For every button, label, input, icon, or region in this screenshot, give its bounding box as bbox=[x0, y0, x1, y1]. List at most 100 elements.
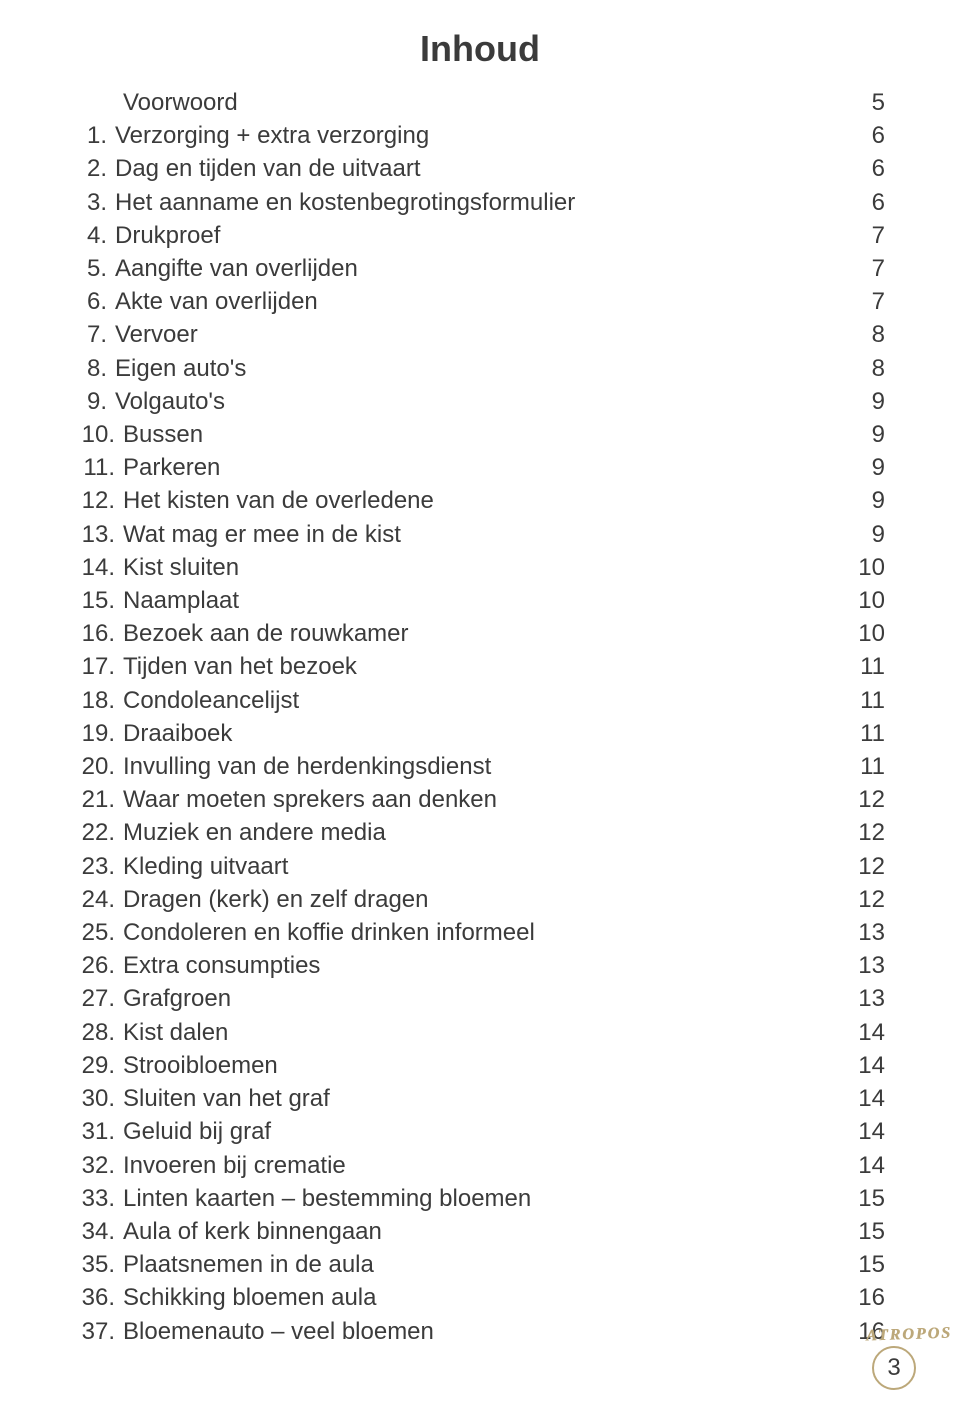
toc-row-left: 9.Volgauto's bbox=[75, 385, 225, 418]
toc-row: 36.Schikking bloemen aula 16 bbox=[75, 1281, 885, 1314]
page-title: Inhoud bbox=[75, 28, 885, 70]
toc-row-number: 33. bbox=[75, 1182, 123, 1215]
toc-row-page: 14 bbox=[845, 1082, 885, 1115]
toc-row: 32.Invoeren bij crematie 14 bbox=[75, 1149, 885, 1182]
toc-row-left: 1.Verzorging + extra verzorging bbox=[75, 119, 429, 152]
page: Inhoud Voorwoord 5 1.Verzorging + extra … bbox=[0, 0, 960, 1416]
toc-row-number: 10. bbox=[75, 418, 123, 451]
toc-row-label: Dragen (kerk) en zelf dragen bbox=[123, 883, 428, 916]
toc-row-number: 14. bbox=[75, 551, 123, 584]
toc-row-number: 27. bbox=[75, 982, 123, 1015]
toc-row-label: Het kisten van de overledene bbox=[123, 484, 434, 517]
toc-intro-row: Voorwoord 5 bbox=[75, 86, 885, 119]
toc-row-page: 11 bbox=[845, 750, 885, 783]
atropos-logo: ATROPOS bbox=[866, 1325, 953, 1346]
toc-row-page: 14 bbox=[845, 1016, 885, 1049]
toc-row-number: 34. bbox=[75, 1215, 123, 1248]
page-number-badge: 3 bbox=[872, 1346, 916, 1390]
toc-row-number: 1. bbox=[75, 119, 115, 152]
toc-row: 15.Naamplaat10 bbox=[75, 584, 885, 617]
toc-row: 23.Kleding uitvaart12 bbox=[75, 850, 885, 883]
toc-row-left: 4.Drukproef bbox=[75, 219, 220, 252]
toc-row-number: 20. bbox=[75, 750, 123, 783]
toc-row-left: 6.Akte van overlijden bbox=[75, 285, 318, 318]
toc-intro-label: Voorwoord bbox=[123, 86, 238, 119]
toc-row-page: 14 bbox=[845, 1149, 885, 1182]
toc-row-left: 5.Aangifte van overlijden bbox=[75, 252, 358, 285]
toc-row-label: Kist dalen bbox=[123, 1016, 228, 1049]
toc-row-left: 28.Kist dalen bbox=[75, 1016, 228, 1049]
toc-row-number: 3. bbox=[75, 186, 115, 219]
toc-row-page: 15 bbox=[845, 1248, 885, 1281]
toc-row-left: 24.Dragen (kerk) en zelf dragen bbox=[75, 883, 428, 916]
toc-row: 30.Sluiten van het graf14 bbox=[75, 1082, 885, 1115]
toc-row: 21.Waar moeten sprekers aan denken12 bbox=[75, 783, 885, 816]
toc-row: 16.Bezoek aan de rouwkamer 10 bbox=[75, 617, 885, 650]
toc-row: 1.Verzorging + extra verzorging 6 bbox=[75, 119, 885, 152]
toc-row-label: Condoleancelijst bbox=[123, 684, 299, 717]
toc-row-page: 10 bbox=[845, 584, 885, 617]
toc-row: 11.Parkeren9 bbox=[75, 451, 885, 484]
toc-row-left: 36.Schikking bloemen aula bbox=[75, 1281, 377, 1314]
toc-row-number: 13. bbox=[75, 518, 123, 551]
toc-row-page: 12 bbox=[845, 816, 885, 849]
toc-row-number: 17. bbox=[75, 650, 123, 683]
toc-row-page: 15 bbox=[845, 1215, 885, 1248]
toc-row: 12.Het kisten van de overledene9 bbox=[75, 484, 885, 517]
toc-row-number: 6. bbox=[75, 285, 115, 318]
toc-row: 14.Kist sluiten 10 bbox=[75, 551, 885, 584]
toc-row: 35.Plaatsnemen in de aula15 bbox=[75, 1248, 885, 1281]
toc-row-label: Wat mag er mee in de kist bbox=[123, 518, 401, 551]
toc-row-left: 31.Geluid bij graf bbox=[75, 1115, 271, 1148]
toc-row-number: 4. bbox=[75, 219, 115, 252]
toc-intro-page: 5 bbox=[845, 86, 885, 119]
toc-row-left: 10.Bussen bbox=[75, 418, 203, 451]
toc-row-page: 14 bbox=[845, 1115, 885, 1148]
toc-row: 3.Het aanname en kostenbegrotingsformuli… bbox=[75, 186, 885, 219]
toc-row-left: 27.Grafgroen bbox=[75, 982, 231, 1015]
toc-row: 25.Condoleren en koffie drinken informee… bbox=[75, 916, 885, 949]
toc-row-number: 22. bbox=[75, 816, 123, 849]
toc-row-left: 29.Strooibloemen bbox=[75, 1049, 278, 1082]
toc-row-number: 16. bbox=[75, 617, 123, 650]
toc-row-page: 14 bbox=[845, 1049, 885, 1082]
toc-row: 29.Strooibloemen 14 bbox=[75, 1049, 885, 1082]
toc-row-left: 19.Draaiboek bbox=[75, 717, 232, 750]
toc-row-label: Bezoek aan de rouwkamer bbox=[123, 617, 409, 650]
toc-row-page: 16 bbox=[845, 1281, 885, 1314]
toc-row-left: 16.Bezoek aan de rouwkamer bbox=[75, 617, 409, 650]
toc-row-label: Eigen auto's bbox=[115, 352, 246, 385]
toc-row-page: 10 bbox=[845, 551, 885, 584]
toc-row: 28.Kist dalen 14 bbox=[75, 1016, 885, 1049]
toc-row-number: 35. bbox=[75, 1248, 123, 1281]
toc-row: 10.Bussen 9 bbox=[75, 418, 885, 451]
toc-row-left: 32.Invoeren bij crematie bbox=[75, 1149, 346, 1182]
toc-row: 27.Grafgroen 13 bbox=[75, 982, 885, 1015]
toc-row: 7.Vervoer8 bbox=[75, 318, 885, 351]
toc-row-left: 13.Wat mag er mee in de kist bbox=[75, 518, 401, 551]
toc-row-page: 6 bbox=[845, 119, 885, 152]
toc-row-number: 29. bbox=[75, 1049, 123, 1082]
toc-row-number: 18. bbox=[75, 684, 123, 717]
toc-row-number: 32. bbox=[75, 1149, 123, 1182]
toc-row-left: 21.Waar moeten sprekers aan denken bbox=[75, 783, 497, 816]
toc-row: 4.Drukproef7 bbox=[75, 219, 885, 252]
toc-row-label: Aula of kerk binnengaan bbox=[123, 1215, 382, 1248]
toc-row-page: 12 bbox=[845, 883, 885, 916]
toc-row-left: 20.Invulling van de herdenkingsdienst bbox=[75, 750, 491, 783]
toc-row-page: 13 bbox=[845, 982, 885, 1015]
toc-row-page: 10 bbox=[845, 617, 885, 650]
toc-row-number: 28. bbox=[75, 1016, 123, 1049]
toc-row-label: Sluiten van het graf bbox=[123, 1082, 330, 1115]
toc-row-label: Drukproef bbox=[115, 219, 220, 252]
toc-row: 2.Dag en tijden van de uitvaart6 bbox=[75, 152, 885, 185]
toc-row-label: Invulling van de herdenkingsdienst bbox=[123, 750, 491, 783]
toc-row-label: Linten kaarten – bestemming bloemen bbox=[123, 1182, 531, 1215]
toc-row-page: 9 bbox=[845, 451, 885, 484]
toc-row-page: 9 bbox=[845, 418, 885, 451]
toc-row-label: Kist sluiten bbox=[123, 551, 239, 584]
toc-row: 18.Condoleancelijst11 bbox=[75, 684, 885, 717]
toc-row: 31.Geluid bij graf 14 bbox=[75, 1115, 885, 1148]
table-of-contents: Voorwoord 5 1.Verzorging + extra verzorg… bbox=[75, 86, 885, 1348]
toc-row-label: Aangifte van overlijden bbox=[115, 252, 358, 285]
